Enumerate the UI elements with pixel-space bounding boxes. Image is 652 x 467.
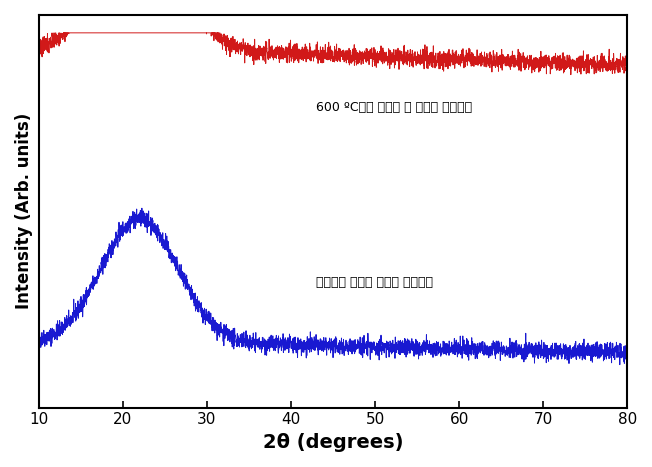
Text: 상온에서 반응한 실리카 나노입자: 상온에서 반응한 실리카 나노입자	[316, 276, 433, 289]
X-axis label: 2θ (degrees): 2θ (degrees)	[263, 433, 403, 452]
Text: 600 ºC에서 열처리 한 실리카 나노입자: 600 ºC에서 열처리 한 실리카 나노입자	[316, 101, 472, 114]
Y-axis label: Intensity (Arb. units): Intensity (Arb. units)	[15, 113, 33, 310]
